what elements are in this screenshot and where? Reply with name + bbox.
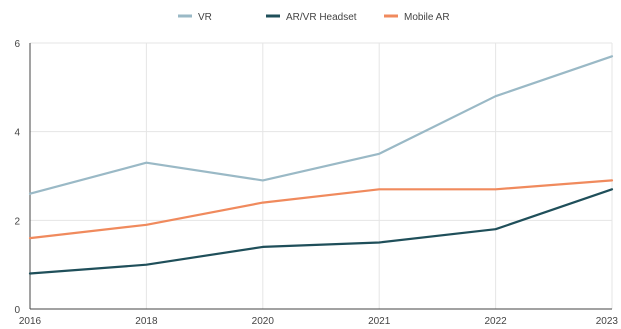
y-tick-label: 0 <box>14 305 20 316</box>
legend-item-vr: VR <box>178 12 212 23</box>
legend-label: AR/VR Headset <box>286 12 357 23</box>
series-line-mobile-ar <box>28 179 614 240</box>
series-line-ar-vr-headset <box>28 188 614 275</box>
legend-item-ar-vr-headset: AR/VR Headset <box>266 12 357 23</box>
series-lines <box>28 55 614 275</box>
tick-labels: 0 2 4 6 2016 2018 2020 2021 2022 2023 <box>14 39 618 327</box>
x-tick-label: 2018 <box>135 316 158 327</box>
x-tick-label: 2022 <box>484 316 507 327</box>
legend: VR AR/VR Headset Mobile AR <box>178 12 450 23</box>
legend-label: VR <box>198 12 212 23</box>
x-tick-label: 2023 <box>596 316 619 327</box>
x-tick-label: 2020 <box>252 316 275 327</box>
grid <box>30 42 613 309</box>
y-tick-label: 2 <box>14 216 20 227</box>
legend-item-mobile-ar: Mobile AR <box>384 12 450 23</box>
legend-label: Mobile AR <box>404 12 450 23</box>
y-tick-label: 4 <box>14 128 20 139</box>
y-tick-label: 6 <box>14 39 20 50</box>
axes <box>29 43 612 310</box>
x-tick-label: 2016 <box>19 316 42 327</box>
x-tick-label: 2021 <box>368 316 391 327</box>
series-line-vr <box>28 55 614 195</box>
